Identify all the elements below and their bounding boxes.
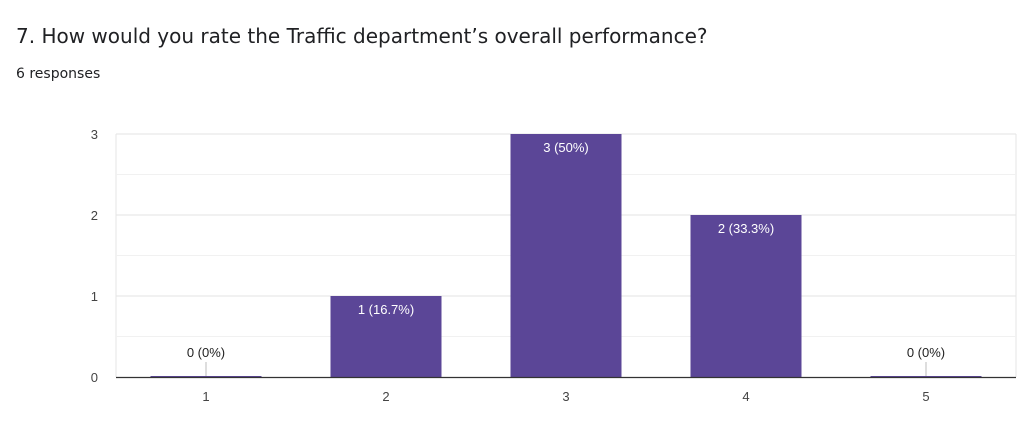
bar-label-1: 0 (0%)	[187, 345, 225, 360]
bar-data-labels: 0 (0%) 1 (16.7%) 3 (50%) 2 (33.3%) 0 (0%)	[187, 140, 945, 376]
x-tick-label-4: 4	[742, 389, 749, 404]
question-title: 7. How would you rate the Traffic depart…	[16, 24, 708, 48]
y-tick-label: 2	[91, 208, 98, 223]
bar-4	[690, 215, 802, 377]
x-tick-label-5: 5	[922, 389, 929, 404]
y-axis-ticks: 0 1 2 3	[91, 127, 98, 385]
bar-1	[150, 376, 262, 377]
bar-3	[510, 134, 622, 377]
bar-label-4: 2 (33.3%)	[718, 221, 774, 236]
bar-label-2: 1 (16.7%)	[358, 302, 414, 317]
x-axis-ticks: 1 2 3 4 5	[202, 389, 929, 404]
x-tick-label-2: 2	[382, 389, 389, 404]
y-tick-label: 1	[91, 289, 98, 304]
bar-5	[870, 376, 982, 377]
bar-label-3: 3 (50%)	[543, 140, 589, 155]
y-tick-label: 0	[91, 370, 98, 385]
x-tick-label-1: 1	[202, 389, 209, 404]
x-tick-label-3: 3	[562, 389, 569, 404]
bar-label-5: 0 (0%)	[907, 345, 945, 360]
bars	[150, 134, 982, 377]
response-count: 6 responses	[16, 66, 101, 82]
bar-2	[330, 296, 442, 377]
y-tick-label: 3	[91, 127, 98, 142]
